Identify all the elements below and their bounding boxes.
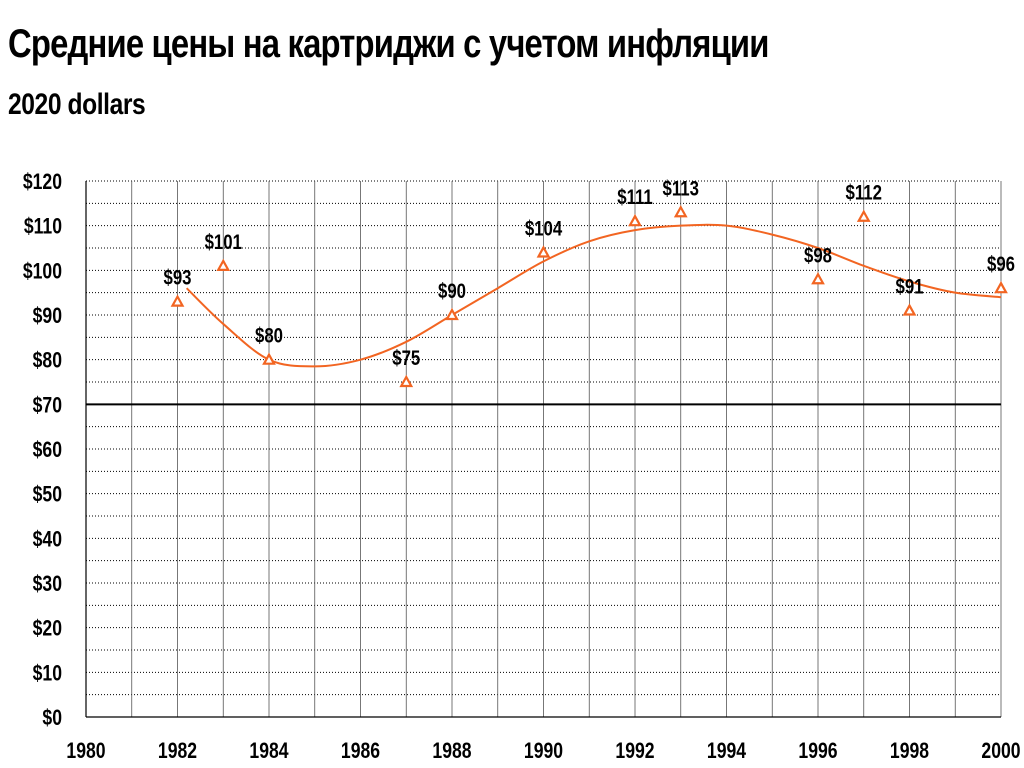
data-label: $111: [617, 187, 653, 210]
data-label: $104: [525, 218, 563, 241]
data-point: [170, 294, 185, 307]
data-point: [811, 272, 825, 285]
y-tick-label: $90: [33, 304, 62, 328]
y-tick-label: $0: [42, 706, 62, 730]
data-label: $101: [205, 231, 243, 254]
x-tick-label: 1980: [66, 739, 105, 763]
data-label: $96: [987, 254, 1015, 277]
data-point: [445, 307, 459, 321]
y-tick-label: $70: [33, 394, 62, 418]
data-point: [536, 245, 551, 258]
chart-subtitle: 2020 dollars: [8, 88, 146, 121]
x-tick-label: 1992: [615, 739, 654, 763]
y-tick-label: $110: [24, 215, 62, 239]
y-tick-label: $80: [33, 349, 62, 373]
data-label: $75: [392, 347, 420, 370]
data-point: [216, 258, 231, 271]
chart-title: Средние цены на картриджи с учетом инфля…: [8, 22, 769, 66]
data-point: [994, 280, 1008, 294]
y-tick-label: $10: [33, 662, 62, 686]
x-tick-label: 1990: [524, 739, 563, 763]
y-tick-label: $20: [33, 617, 62, 641]
y-tick-label: $40: [33, 528, 62, 552]
data-label: $98: [804, 245, 832, 268]
y-tick-label: $60: [33, 438, 62, 462]
y-tick-label: $50: [33, 483, 62, 507]
y-tick-label: $120: [23, 170, 62, 194]
data-label: $80: [255, 325, 283, 348]
x-tick-label: 1986: [341, 739, 380, 763]
x-tick-label: 1982: [158, 739, 197, 763]
x-tick-label: 1996: [798, 739, 837, 763]
y-tick-label: $100: [23, 260, 62, 284]
data-label: $112: [846, 182, 882, 205]
data-label: $113: [663, 178, 699, 201]
data-point: [902, 303, 917, 316]
data-label: $93: [163, 267, 191, 290]
x-tick-label: 1988: [432, 739, 471, 763]
data-point: [399, 374, 414, 388]
trendline: [185, 223, 1002, 368]
x-tick-label: 1994: [707, 739, 746, 763]
data-label: $90: [438, 280, 466, 303]
y-tick-label: $30: [33, 572, 62, 596]
data-point: [262, 352, 276, 365]
x-tick-label: 1984: [249, 739, 288, 763]
data-point: [628, 213, 642, 227]
x-tick-label: 1998: [890, 739, 929, 763]
data-label: $91: [895, 276, 923, 299]
data-point: [856, 209, 871, 222]
data-point: [673, 205, 688, 218]
x-tick-label: 2000: [981, 739, 1020, 763]
